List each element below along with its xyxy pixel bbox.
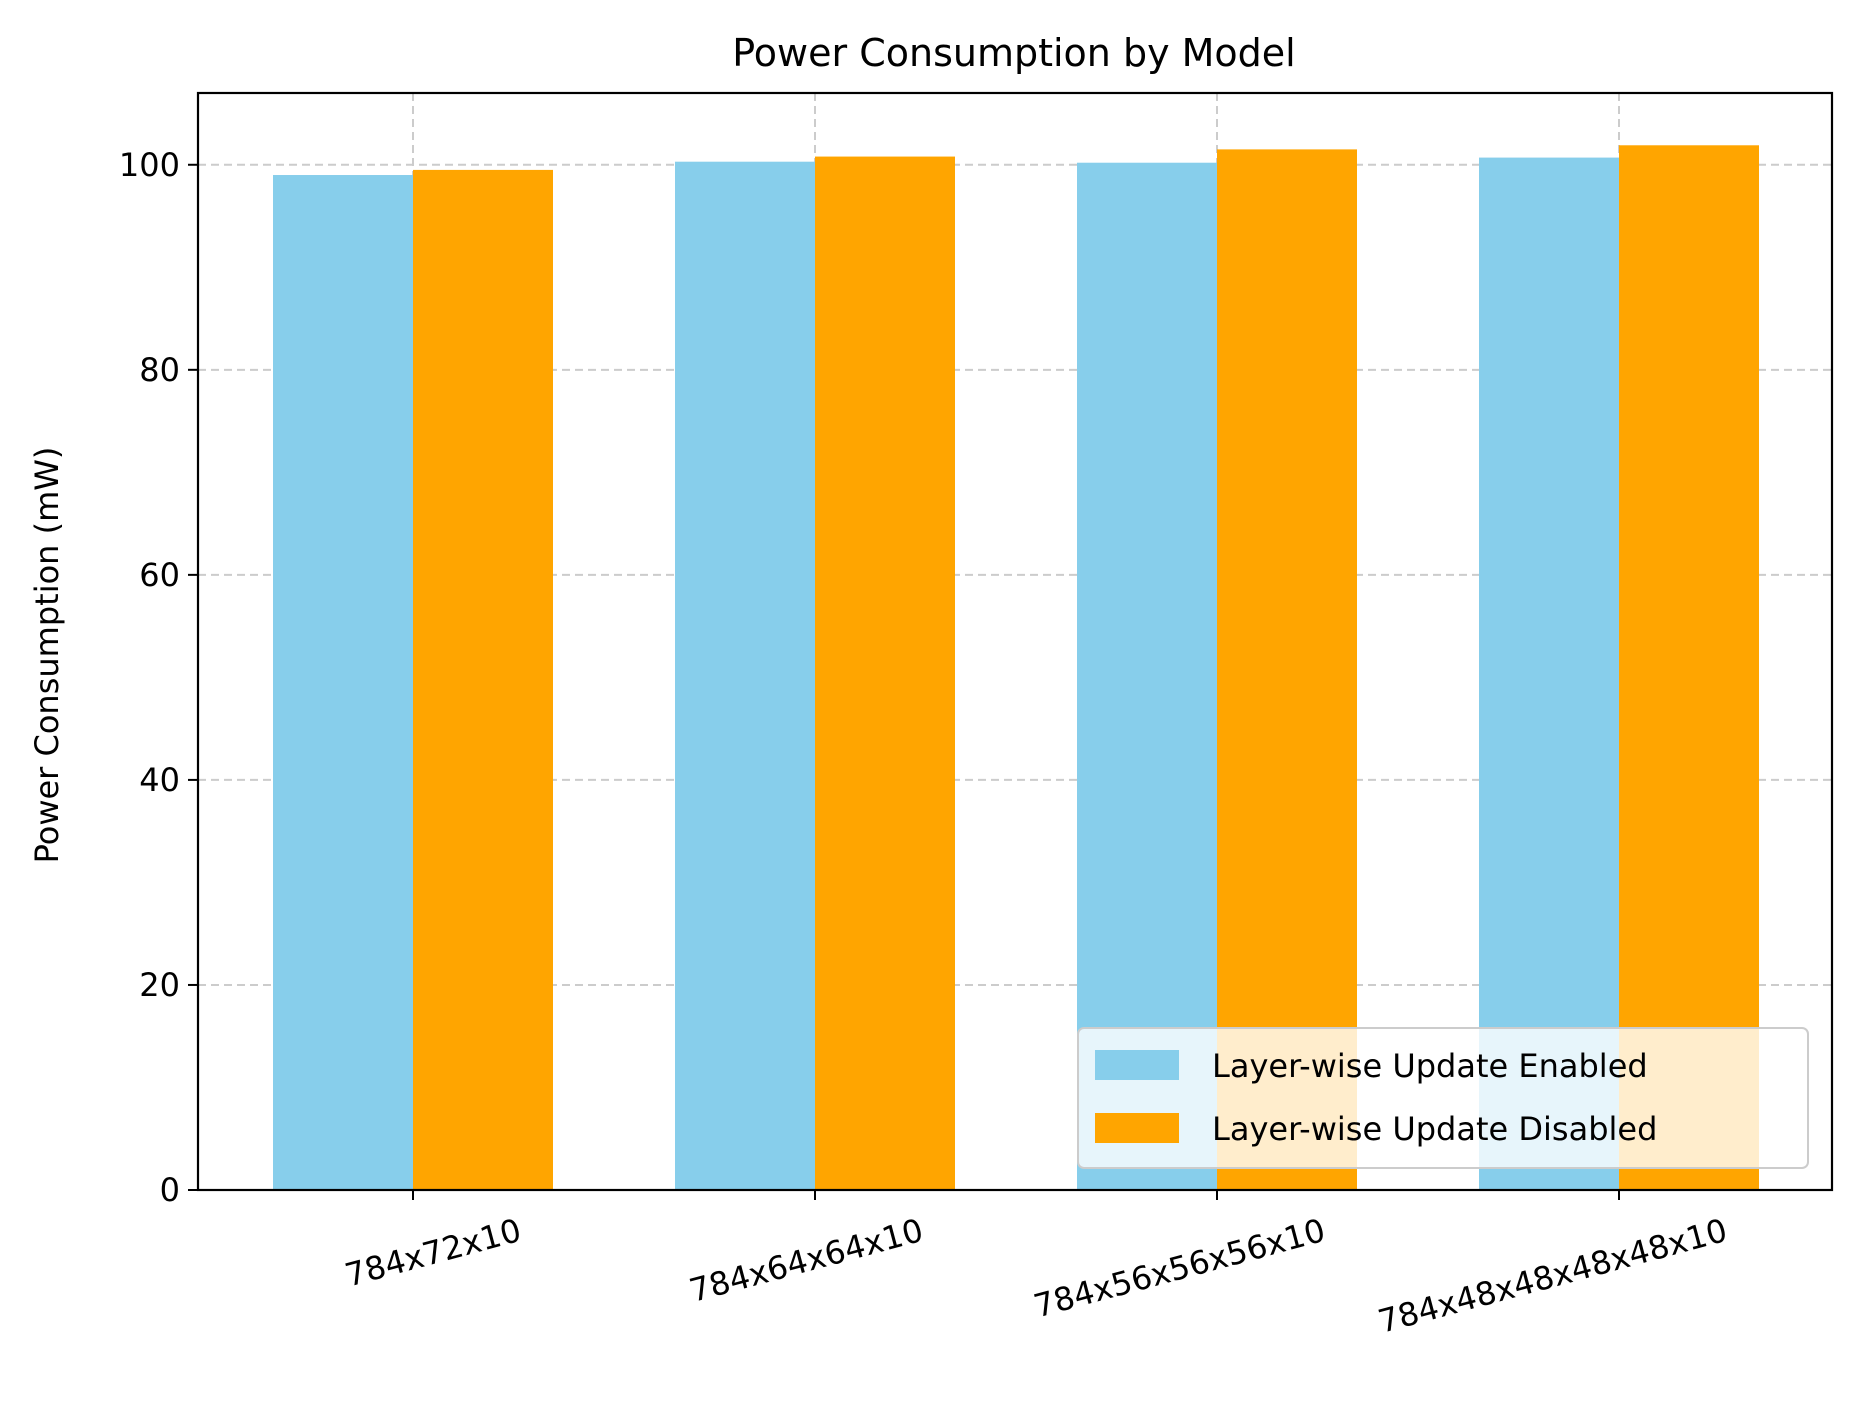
legend-swatch-disabled bbox=[1095, 1113, 1179, 1143]
legend: Layer-wise Update Enabled Layer-wise Upd… bbox=[1077, 1027, 1809, 1169]
y-tick-label: 100 bbox=[119, 146, 180, 184]
bar-disabled bbox=[1217, 149, 1357, 1191]
y-axis-label: Power Consumption (mW) bbox=[28, 447, 66, 864]
bar-enabled bbox=[1077, 162, 1217, 1191]
chart-title: Power Consumption by Model bbox=[732, 31, 1296, 75]
bars bbox=[273, 145, 1759, 1191]
x-tick-label: 784x48x48x48x48x10 bbox=[1374, 1211, 1731, 1341]
legend-box bbox=[1077, 1027, 1809, 1169]
y-tick-label: 20 bbox=[139, 966, 180, 1004]
legend-swatch-enabled bbox=[1095, 1050, 1179, 1080]
plot-area-frame bbox=[196, 91, 1834, 1192]
bar-disabled bbox=[413, 169, 553, 1190]
bar-enabled bbox=[675, 161, 815, 1190]
y-tick-label: 60 bbox=[139, 556, 180, 594]
x-tick-label: 784x72x10 bbox=[341, 1211, 525, 1294]
x-tick-label: 784x56x56x56x10 bbox=[1030, 1211, 1329, 1325]
y-tick-label: 0 bbox=[160, 1171, 180, 1209]
x-axis: 784x72x10 784x64x64x10 784x56x56x56x10 784x… bbox=[341, 1190, 1731, 1341]
y-tick-label: 80 bbox=[139, 351, 180, 389]
y-axis: 0 20 40 60 80 100 bbox=[119, 146, 198, 1209]
legend-label-enabled: Layer-wise Update Enabled bbox=[1212, 1047, 1648, 1085]
bar-disabled bbox=[815, 156, 955, 1191]
legend-label-disabled: Layer-wise Update Disabled bbox=[1212, 1110, 1657, 1148]
bar-disabled bbox=[1619, 145, 1759, 1191]
bar-enabled bbox=[273, 175, 413, 1191]
bar-enabled bbox=[1479, 157, 1619, 1190]
y-tick-label: 40 bbox=[139, 761, 180, 799]
x-tick-label: 784x64x64x10 bbox=[685, 1211, 927, 1310]
